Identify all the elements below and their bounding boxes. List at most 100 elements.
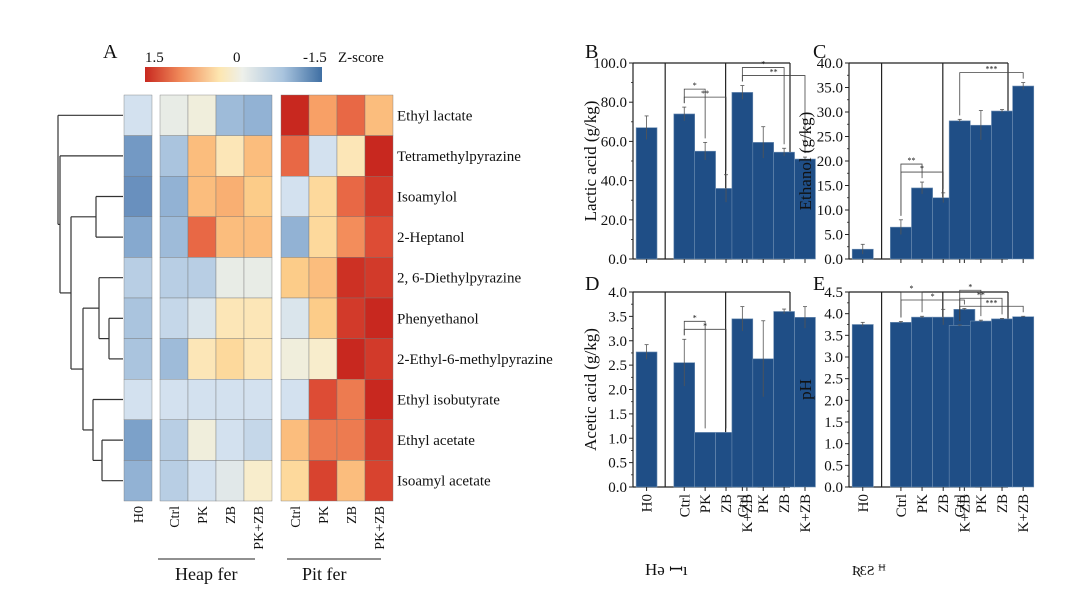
- y-tick-label: 0.5: [824, 458, 843, 474]
- y-tick-label: 20.0: [817, 154, 843, 170]
- heap-group-label: Heap fer: [175, 564, 237, 584]
- significance-bracket: [741, 67, 785, 145]
- bar: [970, 124, 992, 260]
- significance-mark: ***: [985, 65, 997, 74]
- x-tick-label: ZB: [936, 494, 952, 513]
- heatmap-cell: [187, 419, 217, 461]
- bar: [635, 351, 658, 488]
- heatmap-cell: [243, 419, 273, 461]
- heatmap-cell: [215, 216, 245, 258]
- x-tick-label: Ctrl: [894, 494, 910, 517]
- panel-label-e: E: [813, 273, 825, 295]
- x-tick-label: ZB: [995, 494, 1011, 513]
- y-tick-label: 0.5: [608, 456, 627, 472]
- bar: [851, 324, 874, 488]
- y-tick-label: 80.0: [601, 95, 627, 111]
- heatmap-cell: [243, 257, 273, 299]
- significance-bracket: [900, 291, 923, 318]
- x-tick-label: PK: [974, 494, 990, 513]
- heatmap-row-label: Tetramethylpyrazine: [397, 149, 521, 165]
- significance-bracket: [959, 72, 1024, 116]
- bar: [752, 142, 774, 260]
- y-tick-label: 35.0: [817, 81, 843, 97]
- heatmap-cell: [243, 379, 273, 421]
- heatmap-row-label: 2-Ethyl-6-methylpyrazine: [397, 352, 553, 368]
- significance-bracket: [900, 171, 944, 216]
- heatmap-cell: [159, 338, 189, 380]
- heatmap-cell: [364, 135, 394, 177]
- heatmap-cell: [123, 94, 153, 136]
- significance-mark: ***: [985, 298, 997, 307]
- heatmap-cell: [364, 257, 394, 299]
- panel-label-d: D: [585, 273, 599, 295]
- heatmap-cell: [187, 175, 217, 217]
- y-tick-label: 3.5: [608, 309, 627, 325]
- x-tick-label: Ctrl: [735, 494, 751, 517]
- bar: [991, 318, 1013, 488]
- heatmap-cell: [308, 297, 338, 339]
- heatmap-cell: [280, 419, 310, 461]
- x-tick-label: Ctrl: [953, 494, 969, 517]
- bottom-artifact-left: Hǝ ꟷı: [645, 560, 688, 579]
- heatmap-cell: [123, 338, 153, 380]
- bar: [773, 311, 795, 488]
- x-tick-label: H0: [640, 494, 656, 512]
- significance-bracket: [683, 320, 706, 429]
- heatmap-row-label: Isoamylol: [397, 190, 457, 206]
- bar-chart-b: B 0.0 20.0 40.0 60.0 80.0 100.0 Lactic acid (g/…: [581, 41, 816, 268]
- bar: [911, 316, 933, 488]
- heatmap-cell: [336, 379, 366, 421]
- heatmap-cell: [159, 257, 189, 299]
- heatmap-cell: [336, 216, 366, 258]
- y-tick-label: 4.5: [824, 285, 843, 301]
- y-axis-label: Acetic acid (g/kg): [581, 328, 600, 451]
- heatmap-cell: [187, 379, 217, 421]
- heatmap-cell: [123, 135, 153, 177]
- y-tick-label: 0.0: [608, 480, 627, 496]
- significance-mark: *: [931, 292, 935, 301]
- bar: [635, 127, 658, 260]
- bar-chart-d: D 0.0 0.5 1.0 1.5 2.0 2.5 3.0 3.5 4.0 Acetic acid …: [581, 273, 816, 532]
- heatmap-cell: [123, 216, 153, 258]
- heatmap-cell: [159, 135, 189, 177]
- significance-mark: *: [761, 60, 765, 69]
- heatmap-cell: [243, 460, 273, 502]
- heatmap-cell: [364, 216, 394, 258]
- colorbar-tick-zero: 0: [233, 50, 241, 66]
- heatmap-cell: [187, 135, 217, 177]
- heatmap-cell: [280, 338, 310, 380]
- heatmap-cell: [336, 135, 366, 177]
- panel-label-c: C: [813, 41, 826, 63]
- bar: [1012, 316, 1035, 488]
- heatmap-cells: [123, 94, 394, 502]
- bar: [890, 322, 912, 488]
- heatmap-cell: [308, 175, 338, 217]
- heatmap-cell: [123, 379, 153, 421]
- y-tick-label: 2.5: [608, 358, 627, 374]
- heatmap-cell: [215, 460, 245, 502]
- y-tick-label: 40.0: [817, 56, 843, 72]
- heatmap-cell: [243, 175, 273, 217]
- heatmap-column-label: H0: [132, 506, 147, 523]
- y-tick-label: 10.0: [817, 203, 843, 219]
- heatmap-column-label: ZB: [345, 506, 360, 524]
- bar: [948, 325, 971, 488]
- heatmap-cell: [187, 94, 217, 136]
- y-axis-label: Lactic acid (g/kg): [581, 101, 600, 222]
- heatmap-column-label: PK+ZB: [252, 506, 267, 550]
- significance-mark: **: [701, 89, 709, 98]
- bar: [991, 110, 1013, 260]
- colorbar-gradient: [145, 67, 322, 82]
- y-tick-label: 100.0: [593, 56, 627, 72]
- heatmap-cell: [308, 135, 338, 177]
- heatmap-cell: [336, 297, 366, 339]
- heatmap-cell: [215, 379, 245, 421]
- colorbar-label: Z-score: [338, 50, 384, 66]
- heatmap-cell: [308, 419, 338, 461]
- significance-mark: *: [909, 284, 913, 293]
- y-tick-label: 4.0: [824, 307, 843, 323]
- panel-label-a: A: [103, 41, 118, 63]
- heatmap-column-label: Ctrl: [168, 506, 183, 528]
- significance-bracket: [900, 299, 965, 318]
